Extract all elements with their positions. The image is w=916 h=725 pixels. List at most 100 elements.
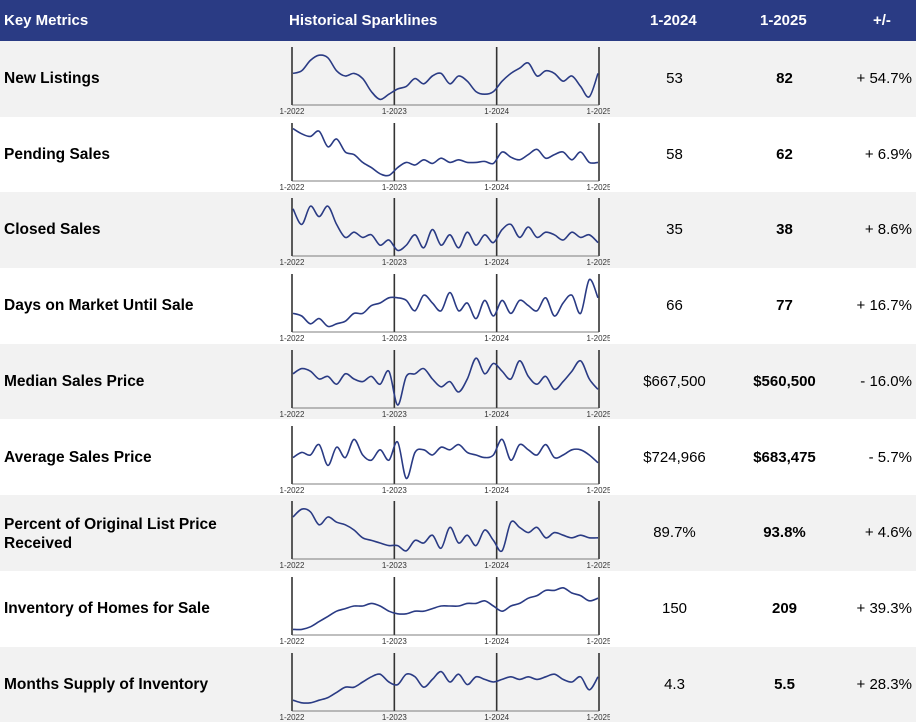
- metric-label: Average Sales Price: [4, 448, 152, 466]
- sparkline-tick-label: 1-2024: [484, 107, 509, 115]
- value-1-2024: $724,966: [643, 448, 706, 466]
- table-row: Pending Sales 1-2022 1-2023 1-2024 1-2025 58 6…: [0, 117, 916, 193]
- value-1-2025: $683,475: [753, 448, 816, 466]
- table-header: Key Metrics Historical Sparklines 1-2024…: [0, 0, 916, 41]
- metric-label: Percent of Original List Price Received: [4, 516, 217, 553]
- sparkline-chart: 1-2022 1-2023 1-2024 1-2025: [280, 425, 610, 494]
- sparkline-tick-label: 1-2023: [382, 713, 407, 721]
- sparkline-tick-label: 1-2023: [382, 637, 407, 645]
- value-1-2025: 77: [776, 297, 793, 315]
- value-1-2025: 5.5: [774, 675, 795, 693]
- sparkline-tick-label: 1-2024: [484, 713, 509, 721]
- sparkline-tick-label: 1-2025: [587, 410, 610, 418]
- value-1-2024: 66: [666, 297, 683, 315]
- sparkline-tick-label: 1-2024: [484, 410, 509, 418]
- sparkline-tick-label: 1-2022: [280, 410, 305, 418]
- sparkline-series-line: [292, 205, 599, 252]
- sparkline-chart: 1-2022 1-2023 1-2024 1-2025: [280, 47, 610, 115]
- sparkline-tick-label: 1-2022: [280, 713, 305, 721]
- value-1-2024: 4.3: [664, 675, 685, 693]
- sparkline-tick-label: 1-2024: [484, 637, 509, 645]
- sparkline-tick-label: 1-2025: [587, 713, 610, 721]
- sparkline-tick-label: 1-2022: [280, 637, 305, 645]
- value-1-2024: 89.7%: [653, 524, 696, 542]
- sparkline-tick-label: 1-2022: [280, 258, 305, 266]
- sparkline-tick-label: 1-2024: [484, 561, 509, 569]
- value-1-2024: 150: [661, 599, 688, 617]
- sparkline-tick-label: 1-2025: [587, 486, 610, 494]
- sparkline-tick-label: 1-2023: [382, 410, 407, 418]
- table-row: Inventory of Homes for Sale 1-2022 1-2023 1…: [0, 571, 916, 647]
- value-1-2024: 35: [666, 221, 683, 239]
- change-percent: + 6.9%: [864, 145, 912, 163]
- sparkline-chart: 1-2022 1-2023 1-2024 1-2025: [280, 501, 610, 569]
- value-1-2024: 58: [666, 145, 683, 163]
- sparkline-series-line: [292, 670, 599, 704]
- sparkline-tick-label: 1-2025: [587, 183, 610, 191]
- sparkline-series-line: [292, 54, 599, 101]
- sparkline-tick-label: 1-2022: [280, 334, 305, 342]
- sparkline-tick-label: 1-2025: [587, 561, 610, 569]
- table-row: New Listings 1-2022 1-2023 1-2024 1-2025 53 82…: [0, 41, 916, 117]
- table-row: Closed Sales 1-2022 1-2023 1-2024 1-2025 35 38…: [0, 192, 916, 269]
- table-row: Average Sales Price 1-2022 1-2023 1-2024 1-2…: [0, 420, 916, 496]
- sparkline-series-line: [292, 586, 599, 631]
- sparkline-tick-label: 1-2022: [280, 561, 305, 569]
- table-row: Days on Market Until Sale 1-2022 1-2023 1-2…: [0, 268, 916, 344]
- sparkline-tick-label: 1-2025: [587, 637, 610, 645]
- sparkline-tick-label: 1-2023: [382, 183, 407, 191]
- value-1-2024: $667,500: [643, 372, 706, 390]
- value-1-2025: 209: [771, 599, 798, 617]
- sparkline-tick-label: 1-2022: [280, 183, 305, 191]
- sparkline-series-line: [292, 357, 599, 406]
- sparkline-chart: 1-2022 1-2023 1-2024 1-2025: [280, 198, 610, 266]
- change-percent: + 39.3%: [856, 599, 912, 617]
- sparkline-tick-label: 1-2023: [382, 486, 407, 494]
- value-1-2025: 62: [776, 145, 793, 163]
- sparkline-tick-label: 1-2023: [382, 334, 407, 342]
- sparkline-tick-label: 1-2024: [484, 486, 509, 494]
- metric-label: New Listings: [4, 70, 100, 87]
- change-percent: - 5.7%: [868, 448, 912, 466]
- sparkline-tick-label: 1-2024: [484, 258, 509, 266]
- change-percent: - 16.0%: [860, 372, 912, 390]
- table-row: Months Supply of Inventory 1-2022 1-2023 1-…: [0, 646, 916, 723]
- table-row: Percent of Original List Price Received 1…: [0, 495, 916, 571]
- sparkline-chart: 1-2022 1-2023 1-2024 1-2025: [280, 652, 610, 721]
- sparkline-tick-label: 1-2023: [382, 107, 407, 115]
- metric-label: Pending Sales: [4, 145, 110, 163]
- sparkline-chart: 1-2022 1-2023 1-2024 1-2025: [280, 576, 610, 645]
- value-1-2025: 82: [776, 70, 793, 87]
- value-1-2024: 53: [666, 70, 683, 87]
- sparkline-tick-label: 1-2023: [382, 561, 407, 569]
- sparkline-series-line: [292, 127, 599, 177]
- metric-label: Closed Sales: [4, 221, 101, 239]
- header-change: +/-: [873, 12, 891, 29]
- header-historical-sparklines: Historical Sparklines: [289, 12, 438, 29]
- value-1-2025: 38: [776, 221, 793, 239]
- metric-label: Months Supply of Inventory: [4, 675, 209, 693]
- sparkline-tick-label: 1-2023: [382, 258, 407, 266]
- change-percent: + 54.7%: [856, 70, 912, 87]
- sparkline-tick-label: 1-2025: [587, 107, 610, 115]
- value-1-2025: $560,500: [753, 372, 816, 390]
- table-row: Median Sales Price 1-2022 1-2023 1-2024 1-20…: [0, 343, 916, 420]
- metric-label: Median Sales Price: [4, 372, 145, 390]
- sparkline-tick-label: 1-2022: [280, 107, 305, 115]
- change-percent: + 28.3%: [856, 675, 912, 693]
- sparkline-series-line: [292, 438, 599, 479]
- value-1-2025: 93.8%: [763, 524, 806, 542]
- change-percent: + 16.7%: [856, 297, 912, 315]
- sparkline-series-line: [292, 508, 599, 553]
- sparkline-chart: 1-2022 1-2023 1-2024 1-2025: [280, 349, 610, 418]
- sparkline-tick-label: 1-2025: [587, 334, 610, 342]
- sparkline-tick-label: 1-2025: [587, 258, 610, 266]
- sparkline-tick-label: 1-2022: [280, 486, 305, 494]
- change-percent: + 8.6%: [864, 221, 912, 239]
- header-1-2025: 1-2025: [760, 12, 807, 29]
- header-key-metrics: Key Metrics: [4, 12, 89, 29]
- change-percent: + 4.6%: [864, 524, 912, 542]
- sparkline-tick-label: 1-2024: [484, 334, 509, 342]
- sparkline-chart: 1-2022 1-2023 1-2024 1-2025: [280, 122, 610, 191]
